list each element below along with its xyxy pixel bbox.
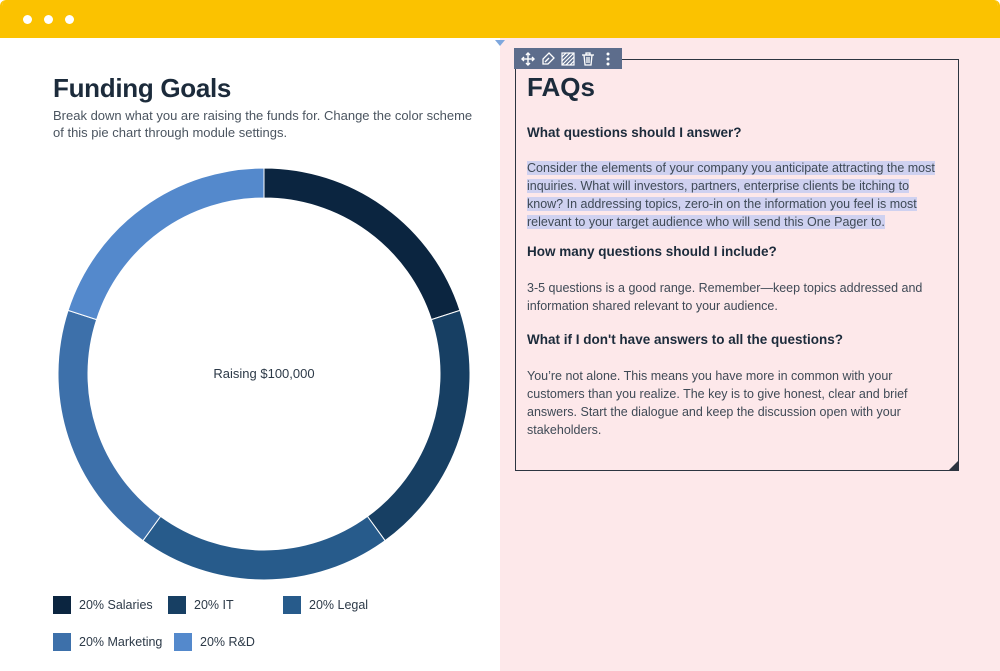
window-dot-2 (44, 15, 53, 24)
faq-answer-3[interactable]: You’re not alone. This means you have mo… (527, 369, 908, 437)
more-vertical-icon[interactable] (600, 51, 616, 67)
donut-slice-salaries (263, 167, 461, 321)
legend-label: 20% R&D (200, 635, 255, 649)
funding-goals-title: Funding Goals (53, 73, 232, 103)
legend-item-salaries: 20% Salaries (53, 596, 153, 614)
trash-icon[interactable] (580, 51, 596, 67)
legend-swatch (53, 633, 71, 651)
donut-slice-rd (67, 167, 265, 321)
donut-slice-it (366, 309, 471, 542)
faq-question-1: What questions should I answer? (527, 125, 742, 140)
pattern-icon[interactable] (560, 51, 576, 67)
faq-module[interactable] (500, 38, 1000, 671)
legend-item-marketing: 20% Marketing (53, 633, 162, 651)
faq-answer-2[interactable]: 3-5 questions is a good range. Remember—… (527, 281, 923, 313)
funding-goals-subtitle: Break down what you are raising the fund… (53, 108, 473, 140)
module-toolbar (514, 48, 622, 69)
move-icon[interactable] (520, 51, 536, 67)
legend-swatch (174, 633, 192, 651)
window-dot-3 (65, 15, 74, 24)
faq-text-editor-box[interactable] (515, 59, 959, 471)
legend-label: 20% Salaries (79, 598, 153, 612)
faq-title: FAQs (527, 72, 595, 102)
legend-item-it: 20% IT (168, 596, 234, 614)
legend-label: 20% IT (194, 598, 234, 612)
paint-brush-icon[interactable] (540, 51, 556, 67)
faq-question-2: How many questions should I include? (527, 244, 777, 259)
legend-swatch (283, 596, 301, 614)
window-dot-1 (23, 15, 32, 24)
window-titlebar (2, 0, 998, 38)
faq-question-3: What if I don't have answers to all the … (527, 332, 843, 347)
legend-item-rd: 20% R&D (174, 633, 255, 651)
donut-center-label: Raising $100,000 (213, 366, 314, 381)
selected-text[interactable]: Consider the elements of your company yo… (527, 161, 935, 229)
faq-answer-1[interactable]: Consider the elements of your company yo… (527, 159, 947, 231)
legend-swatch (53, 596, 71, 614)
legend-label: 20% Legal (309, 598, 369, 612)
funding-donut-chart: Raising $100,000 (57, 167, 471, 581)
resize-handle-icon[interactable] (949, 461, 958, 470)
legend-item-legal: 20% Legal (283, 596, 368, 614)
legend-label: 20% Marketing (79, 635, 163, 649)
donut-slice-marketing (57, 309, 162, 542)
legend-swatch (168, 596, 186, 614)
donut-slice-legal (142, 515, 386, 581)
insert-marker-icon (495, 40, 505, 46)
